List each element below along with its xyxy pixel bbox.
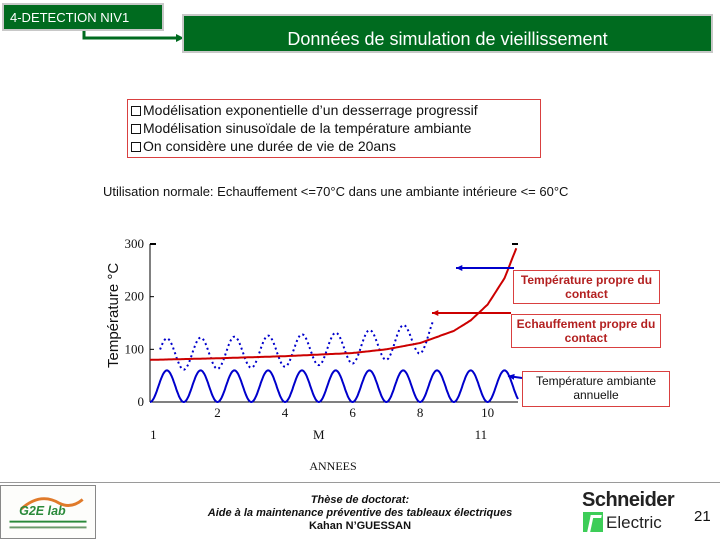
x-secondary-tick-label: 11 <box>475 427 488 442</box>
footer-divider <box>0 482 720 483</box>
thesis-title: Aide à la maintenance préventive des tab… <box>207 507 513 519</box>
y-axis-title: Température °C <box>105 263 122 368</box>
slide-title: Données de simulation de vieillissement <box>182 14 713 53</box>
thesis-author: Kahan N’GUESSAN <box>308 520 412 532</box>
bullet-item: Modélisation sinusoïdale de la températu… <box>131 119 540 137</box>
schneider-electric-logo: Schneider Electric <box>580 489 680 535</box>
checkbox-bullet-icon <box>131 142 141 152</box>
y-tick-label: 100 <box>125 341 145 356</box>
ambient-temperature-series <box>149 369 519 404</box>
g2elab-logo: G2E lab <box>0 485 96 539</box>
bullet-item: On considère une durée de vie de 20ans <box>131 137 540 155</box>
y-tick-label: 300 <box>125 236 145 251</box>
section-tag: 4-DETECTION NIV1 <box>2 3 164 31</box>
g2elab-logo-text: G2E lab <box>19 504 66 518</box>
callout-contact-temperature: Température propre du contact <box>513 270 660 304</box>
x-secondary-tick-label: M <box>313 427 325 442</box>
header-connector <box>82 31 184 42</box>
electric-wordmark: Electric <box>606 513 662 532</box>
arrow-contact-temperature-head <box>456 264 463 272</box>
x-tick-label: 2 <box>214 405 221 420</box>
page-number: 21 <box>694 508 711 525</box>
aging-simulation-chart: 0 100 200 300 2 4 6 8 10 1 M 11 Température °C ANNEES <box>105 236 523 473</box>
x-tick-label: 10 <box>481 405 494 420</box>
checkbox-bullet-icon <box>131 106 141 116</box>
schneider-wordmark: Schneider <box>582 489 675 511</box>
x-tick-label: 8 <box>417 405 424 420</box>
x-secondary-tick-label: 1 <box>150 427 157 442</box>
chart-subtitle: Utilisation normale: Echauffement <=70°C… <box>103 184 569 199</box>
contact-heating-series <box>149 247 518 361</box>
schneider-logo-icon <box>583 512 603 532</box>
bullet-item: Modélisation exponentielle d’un desserra… <box>131 101 540 119</box>
y-tick-label: 0 <box>138 394 145 409</box>
contact-temperature-series <box>159 319 435 371</box>
arrow-contact-heating-head <box>432 309 439 317</box>
x-tick-label: 6 <box>349 405 356 420</box>
bullet-list: Modélisation exponentielle d’un desserra… <box>127 99 541 158</box>
x-axis-title: ANNEES <box>309 459 356 473</box>
checkbox-bullet-icon <box>131 124 141 134</box>
y-tick-label: 200 <box>125 289 145 304</box>
thesis-label: Thèse de doctorat: <box>310 494 410 506</box>
arrow-ambient-temperature-head <box>508 373 515 380</box>
thesis-credit: Thèse de doctorat: Aide à la maintenance… <box>170 494 550 533</box>
callout-ambient-temperature: Température ambiante annuelle <box>522 371 670 407</box>
x-tick-label: 4 <box>282 405 289 420</box>
callout-contact-heating: Echauffement propre du contact <box>511 314 661 348</box>
